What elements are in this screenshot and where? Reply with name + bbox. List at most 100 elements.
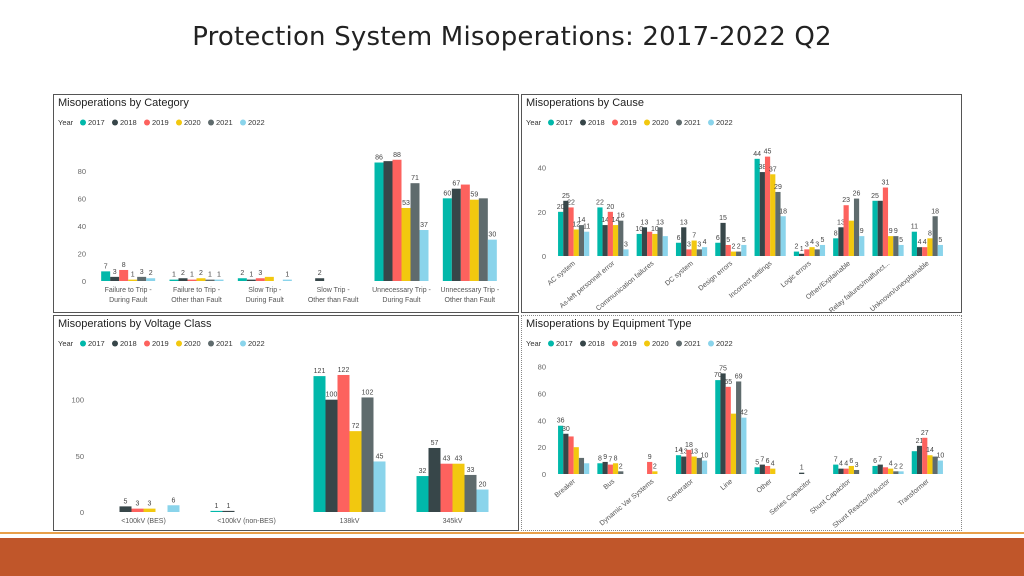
x-category-label: Failure to Trip -Other than Fault bbox=[171, 287, 222, 304]
data-label: 1 bbox=[800, 246, 804, 253]
legend-label-2022: 2022 bbox=[248, 339, 265, 348]
legend-title: Year bbox=[58, 118, 74, 127]
bar-2022 bbox=[741, 417, 747, 474]
bar-2017 bbox=[313, 376, 326, 512]
legend-marker-2019 bbox=[144, 119, 150, 126]
bar-2018 bbox=[720, 222, 726, 257]
data-label: 1 bbox=[800, 465, 804, 472]
bar-2018 bbox=[325, 399, 338, 512]
bar-2017 bbox=[833, 464, 839, 474]
bar-2018 bbox=[799, 253, 805, 256]
data-label: 121 bbox=[314, 368, 326, 375]
legend-marker-2018 bbox=[580, 340, 586, 347]
data-label: 20 bbox=[606, 204, 614, 211]
data-label: 60 bbox=[443, 190, 451, 197]
x-category-label: Unnecessary Trip -During Fault bbox=[372, 287, 431, 304]
data-label: 32 bbox=[419, 468, 427, 475]
y-tick-label: 40 bbox=[538, 164, 546, 173]
x-category-label: Logic errors bbox=[780, 260, 813, 289]
bar-2018 bbox=[563, 433, 569, 474]
data-label: 4 bbox=[771, 461, 775, 468]
legend-title: Year bbox=[526, 118, 542, 127]
data-label: 1 bbox=[227, 503, 231, 510]
bar-2017 bbox=[675, 455, 682, 474]
bar-2021 bbox=[736, 381, 742, 474]
data-label: 100 bbox=[326, 392, 338, 399]
bar-2019 bbox=[187, 279, 197, 281]
bar-2018 bbox=[838, 227, 844, 256]
y-tick-label: 40 bbox=[538, 416, 546, 425]
bar-2020 bbox=[452, 463, 465, 512]
legend-marker-2017 bbox=[80, 340, 86, 347]
data-label: 59 bbox=[470, 192, 478, 199]
data-label: 6 bbox=[873, 458, 877, 465]
data-label: 10 bbox=[651, 226, 659, 233]
x-category-label: Breaker bbox=[554, 478, 578, 500]
bar-2017 bbox=[754, 158, 760, 256]
legend-label-2018: 2018 bbox=[120, 339, 137, 348]
data-label: 1 bbox=[285, 272, 289, 279]
bar-2019 bbox=[725, 386, 731, 474]
bar-2018 bbox=[119, 506, 132, 512]
data-label: 36 bbox=[557, 418, 565, 425]
data-label: 2 bbox=[737, 244, 741, 251]
data-label: 1 bbox=[217, 272, 221, 279]
bar-2019 bbox=[337, 374, 350, 512]
y-tick-label: 20 bbox=[538, 208, 546, 217]
data-label: 3 bbox=[687, 241, 691, 248]
bar-2019 bbox=[392, 159, 402, 281]
bar-2021 bbox=[696, 457, 702, 474]
data-label: 13 bbox=[680, 219, 688, 226]
x-category-label: Other bbox=[756, 478, 774, 495]
data-label: 2 bbox=[653, 463, 657, 470]
data-label: 14 bbox=[926, 447, 934, 454]
x-category-label: Unnecessary Trip -Other than Fault bbox=[440, 287, 499, 304]
data-label: 2 bbox=[149, 270, 153, 277]
equipment-type-chart-panel: Misoperations by Equipment Type Year 2017… bbox=[521, 315, 962, 531]
data-label: 25 bbox=[562, 193, 570, 200]
bar-2018 bbox=[720, 373, 726, 474]
y-tick-label: 0 bbox=[542, 470, 546, 479]
data-label: 1 bbox=[215, 503, 219, 510]
equipment-type-chart: Year 2017 2018 2019 2020 2021 2022020406080363… bbox=[526, 339, 944, 530]
bar-2020 bbox=[927, 455, 933, 474]
bar-2018 bbox=[563, 200, 569, 256]
bar-2020 bbox=[927, 238, 933, 256]
data-label: 5 bbox=[938, 237, 942, 244]
legend-marker-2019 bbox=[612, 119, 618, 126]
data-label: 13 bbox=[680, 449, 688, 456]
data-label: 88 bbox=[393, 152, 401, 159]
data-label: 45 bbox=[764, 149, 772, 156]
data-label: 14 bbox=[675, 447, 683, 454]
bar-2022 bbox=[701, 460, 708, 474]
y-tick-label: 60 bbox=[538, 390, 546, 399]
data-label: 7 bbox=[760, 457, 764, 464]
data-label: 6 bbox=[172, 497, 176, 504]
y-tick-label: 80 bbox=[538, 363, 546, 372]
data-label: 25 bbox=[871, 193, 879, 200]
bar-2019 bbox=[725, 244, 731, 256]
legend-marker-2017 bbox=[80, 119, 86, 126]
data-label: 31 bbox=[882, 180, 890, 187]
bar-2022 bbox=[662, 236, 668, 257]
data-label: 43 bbox=[443, 456, 451, 463]
x-category-label: DC system bbox=[664, 260, 695, 287]
cause-chart-panel: Misoperations by Cause Year 2017 2018 2019 2… bbox=[521, 94, 962, 313]
data-label: 30 bbox=[488, 232, 496, 239]
bar-2017 bbox=[210, 510, 223, 512]
bar-2019 bbox=[686, 249, 692, 257]
data-label: 14 bbox=[612, 217, 620, 224]
legend-title: Year bbox=[526, 339, 542, 348]
chart-title: Misoperations by Cause bbox=[526, 97, 645, 109]
data-label: 9 bbox=[603, 454, 607, 461]
legend-label-2019: 2019 bbox=[620, 118, 637, 127]
bottom-accent-bar bbox=[0, 538, 1024, 576]
data-label: 22 bbox=[596, 199, 604, 206]
bar-2017 bbox=[754, 467, 760, 474]
bar-2018 bbox=[178, 278, 188, 281]
bar-2020 bbox=[848, 465, 854, 474]
data-label: 9 bbox=[894, 228, 898, 235]
bar-2019 bbox=[440, 463, 453, 512]
bar-2018 bbox=[916, 445, 923, 474]
bar-2021 bbox=[464, 474, 477, 512]
